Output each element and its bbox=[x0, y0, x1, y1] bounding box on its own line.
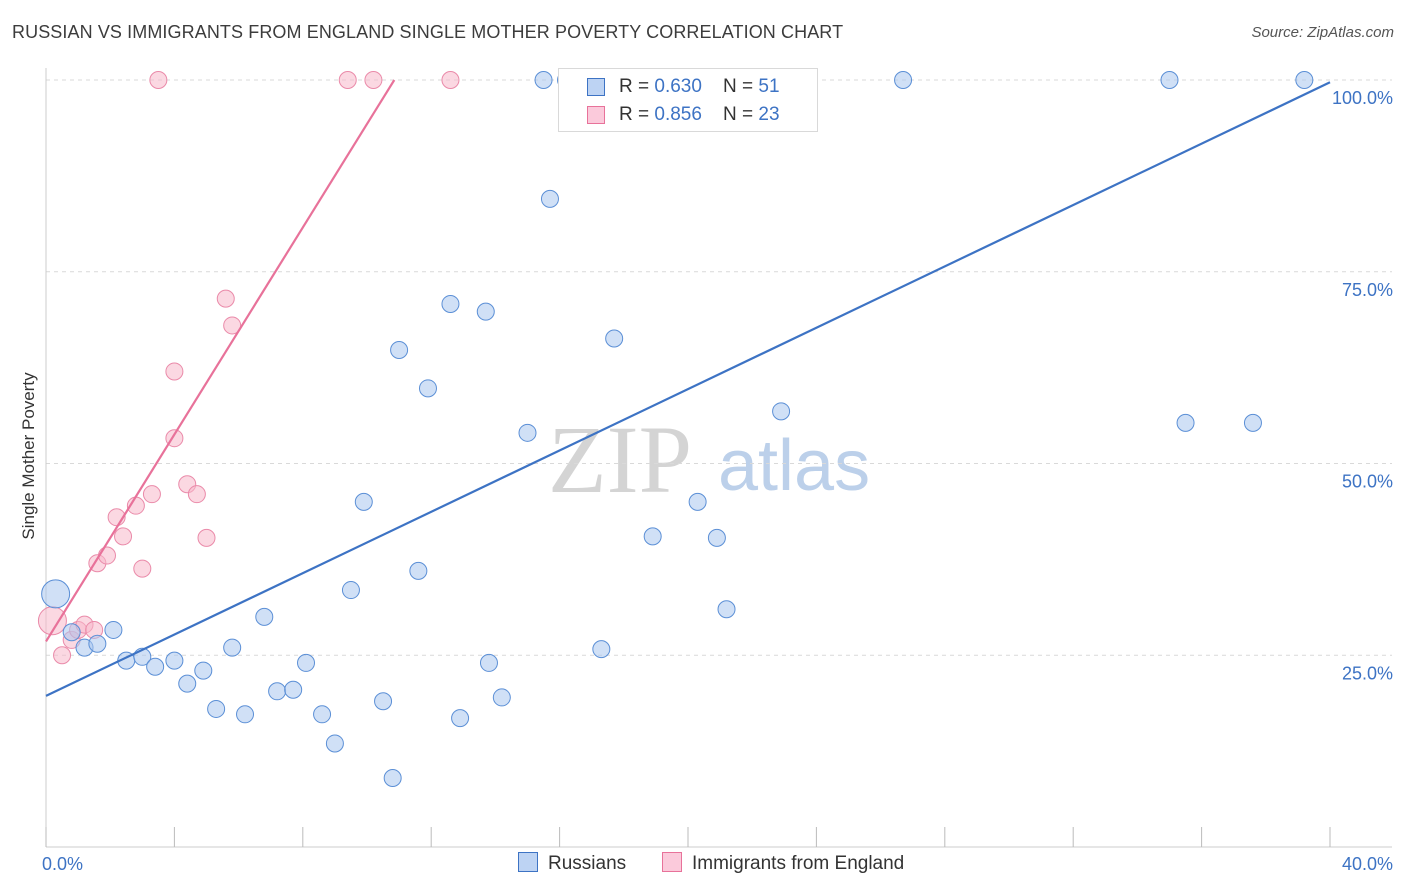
russians-stats-text: R = 0.630 N = 51 bbox=[619, 76, 780, 97]
england-point-12 bbox=[142, 485, 161, 504]
russian-point-24 bbox=[390, 340, 409, 359]
russian-point-22 bbox=[374, 692, 393, 711]
russian-point-44 bbox=[772, 402, 791, 421]
gridlines bbox=[46, 79, 1392, 656]
legend-item-russians: Russians bbox=[518, 852, 626, 875]
russian-point-45 bbox=[894, 71, 913, 89]
england-points bbox=[37, 71, 460, 665]
series-legend: Russians Immigrants from England bbox=[0, 852, 1406, 878]
russian-point-4 bbox=[104, 620, 123, 639]
england-point-9 bbox=[114, 527, 133, 546]
russian-point-11 bbox=[207, 699, 226, 718]
russian-point-41 bbox=[707, 528, 726, 547]
russian-point-48 bbox=[1243, 413, 1262, 432]
russian-point-9 bbox=[178, 674, 197, 693]
legend-stats-russians: R = 0.630 N = 51 bbox=[559, 73, 817, 101]
england-point-19 bbox=[216, 289, 235, 308]
russian-point-37 bbox=[592, 640, 611, 659]
legend-stats-england: R = 0.856 N = 23 bbox=[559, 101, 817, 129]
correlation-legend: R = 0.630 N = 51 R = 0.856 N = 23 bbox=[558, 68, 818, 132]
russian-point-34 bbox=[540, 189, 559, 208]
watermark-atlas: atlas bbox=[718, 426, 870, 506]
y-tick-label-0: 100.0% bbox=[1332, 88, 1393, 108]
russian-point-23 bbox=[383, 768, 402, 787]
russian-point-25 bbox=[409, 561, 428, 580]
england-point-15 bbox=[165, 362, 184, 381]
legend-russians-swatch bbox=[518, 852, 538, 872]
england-point-7 bbox=[97, 546, 116, 565]
england-point-20 bbox=[223, 316, 242, 335]
russian-point-29 bbox=[476, 302, 495, 321]
russian-point-3 bbox=[88, 634, 107, 653]
russian-point-12 bbox=[223, 638, 242, 657]
russian-point-42 bbox=[717, 600, 736, 619]
russian-point-7 bbox=[146, 657, 165, 676]
legend-item-england: Immigrants from England bbox=[662, 852, 904, 875]
russian-point-26 bbox=[418, 379, 437, 398]
russian-point-28 bbox=[451, 709, 470, 728]
watermark: ZIP atlas bbox=[548, 406, 870, 513]
y-tick-label-2: 50.0% bbox=[1342, 472, 1393, 492]
x-tick-label-0: 0.0% bbox=[42, 854, 83, 874]
trendlines bbox=[45, 79, 1331, 697]
russian-point-17 bbox=[297, 653, 316, 672]
russian-point-20 bbox=[341, 581, 360, 600]
russian-point-47 bbox=[1176, 413, 1195, 432]
russian-point-49 bbox=[1295, 71, 1314, 89]
russian-point-33 bbox=[534, 71, 553, 89]
x-tick-label-1: 40.0% bbox=[1342, 854, 1393, 874]
russian-point-21 bbox=[354, 492, 373, 511]
russian-point-19 bbox=[325, 734, 344, 753]
russian-point-13 bbox=[236, 705, 255, 724]
russian-points bbox=[41, 71, 1314, 787]
england-stats-text: R = 0.856 N = 23 bbox=[619, 104, 780, 125]
chart-title: RUSSIAN VS IMMIGRANTS FROM ENGLAND SINGL… bbox=[12, 22, 844, 42]
russian-point-27 bbox=[441, 294, 460, 313]
england-trendline bbox=[45, 79, 396, 643]
source-note: Source: ZipAtlas.com bbox=[1251, 24, 1394, 41]
axes bbox=[45, 68, 1392, 848]
y-axis-label: Single Mother Poverty bbox=[19, 372, 38, 540]
russian-point-14 bbox=[255, 607, 274, 626]
england-swatch bbox=[587, 106, 605, 124]
russian-point-0 bbox=[41, 579, 71, 609]
watermark-zip: ZIP bbox=[548, 406, 692, 513]
russian-point-39 bbox=[643, 527, 662, 546]
russian-point-30 bbox=[479, 653, 498, 672]
england-point-18 bbox=[197, 528, 216, 547]
england-point-13 bbox=[149, 71, 168, 89]
russian-point-38 bbox=[605, 329, 624, 348]
russian-point-18 bbox=[313, 705, 332, 724]
legend-england-swatch bbox=[662, 852, 682, 872]
russian-trendline bbox=[45, 81, 1331, 697]
england-point-21 bbox=[338, 71, 357, 89]
russians-swatch bbox=[587, 78, 605, 96]
england-point-17 bbox=[187, 485, 206, 504]
russian-point-10 bbox=[194, 661, 213, 680]
tick-labels: 100.0% 75.0% 50.0% 25.0% 0.0% 40.0% bbox=[42, 88, 1393, 874]
russian-point-1 bbox=[62, 623, 81, 642]
england-point-22 bbox=[364, 71, 383, 89]
russian-point-31 bbox=[492, 688, 511, 707]
russian-point-15 bbox=[268, 682, 287, 701]
y-tick-label-3: 25.0% bbox=[1342, 663, 1393, 683]
england-point-11 bbox=[133, 559, 152, 578]
russian-point-40 bbox=[688, 492, 707, 511]
y-tick-label-1: 75.0% bbox=[1342, 280, 1393, 300]
england-point-1 bbox=[53, 646, 72, 665]
england-point-23 bbox=[441, 71, 460, 89]
russian-point-46 bbox=[1160, 71, 1179, 89]
russian-point-32 bbox=[518, 423, 537, 442]
russian-point-8 bbox=[165, 651, 184, 670]
russian-point-16 bbox=[284, 680, 303, 699]
